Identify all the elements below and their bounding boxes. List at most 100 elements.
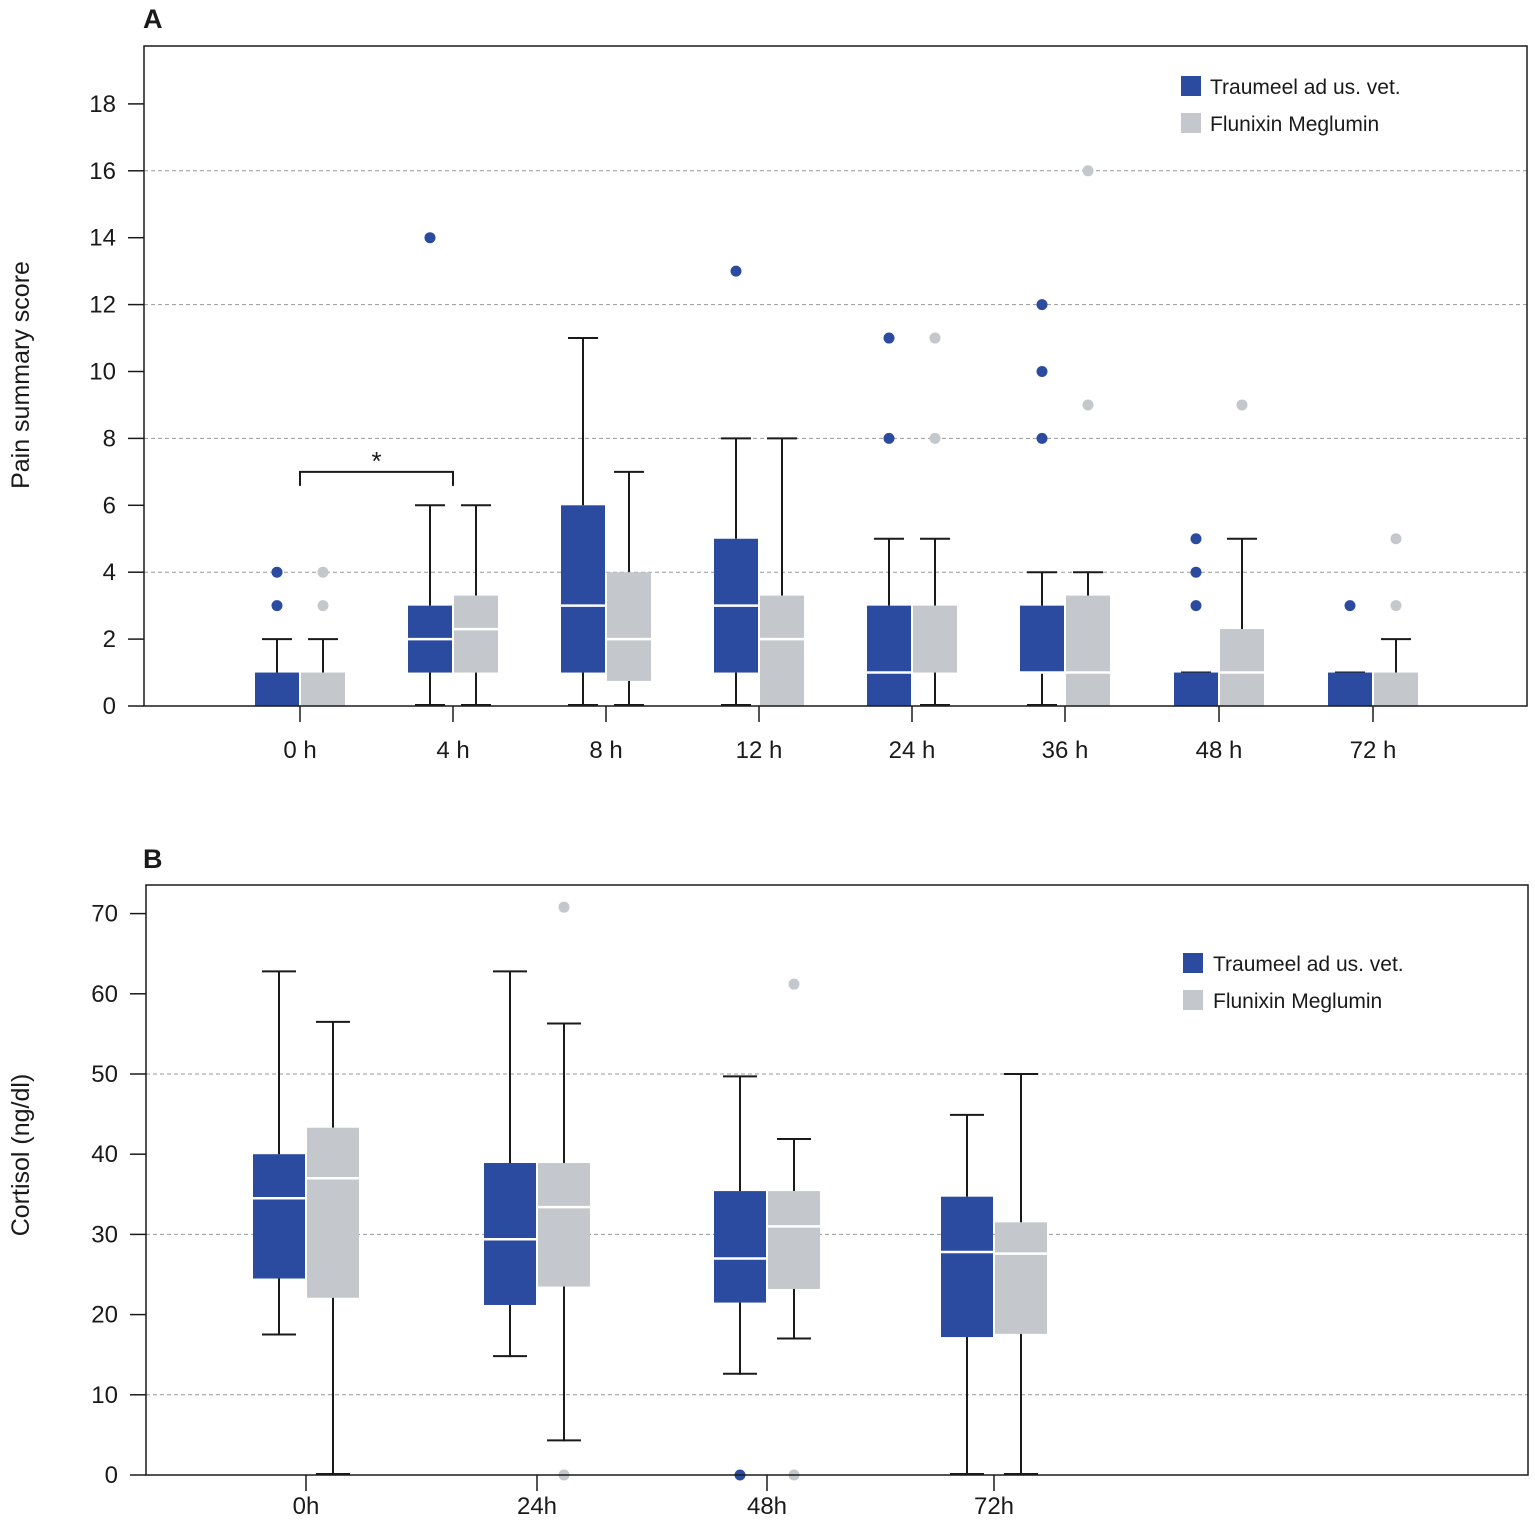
outlier-point <box>1036 432 1048 444</box>
x-tick-label-48-h: 48 h <box>1196 737 1243 764</box>
box-iqr <box>253 1154 305 1279</box>
box-iqr <box>301 672 345 706</box>
y-tick-label-4: 4 <box>103 559 116 586</box>
x-tick-label-24h: 24h <box>517 1493 557 1520</box>
x-tick-label-36-h: 36 h <box>1042 737 1089 764</box>
outlier-point <box>1036 366 1048 377</box>
outlier-point <box>788 978 800 990</box>
box-flunixin-72h <box>995 1073 1047 1475</box>
box-iqr <box>484 1163 536 1305</box>
box-iqr <box>538 1163 590 1287</box>
box-traumeel-36-h <box>1020 299 1064 706</box>
box-traumeel-24h <box>484 970 536 1358</box>
outlier-point <box>1390 600 1402 612</box>
outlier-point <box>1344 600 1356 612</box>
legend-label-traumeel: Traumeel ad us. vet. <box>1210 76 1401 99</box>
box-iqr <box>1174 672 1218 706</box>
panel-b: B Cortisol (ng/dl) 0 10 20 30 40 50 60 70 0h 24h… <box>7 844 1529 1520</box>
legend-swatch-traumeel <box>1181 76 1201 96</box>
outlier-point <box>271 600 283 612</box>
box-traumeel-48h <box>714 1075 766 1481</box>
box-iqr <box>307 1127 359 1298</box>
box-traumeel-48-h <box>1174 533 1218 706</box>
outlier-point <box>317 566 329 578</box>
legend-label-flunixin: Flunixin Meglumin <box>1213 990 1382 1013</box>
outlier-point <box>929 432 941 444</box>
outlier-point <box>1036 299 1048 311</box>
significance-label: * <box>371 446 381 476</box>
y-tick-label-50: 50 <box>91 1061 118 1088</box>
y-tick-label-40: 40 <box>91 1141 118 1168</box>
box-traumeel-4-h <box>408 232 452 706</box>
outlier-point <box>1236 399 1248 411</box>
y-tick-label-8: 8 <box>103 425 116 452</box>
box-iqr <box>561 505 605 673</box>
box-traumeel-72h <box>941 1113 993 1475</box>
box-traumeel-0-h <box>255 566 299 706</box>
panel-b-label: B <box>143 844 163 874</box>
box-traumeel-24-h <box>867 332 911 706</box>
significance-bracket <box>299 470 454 486</box>
y-tick-label-70: 70 <box>91 901 118 928</box>
box-flunixin-48h <box>768 978 820 1481</box>
outlier-point <box>317 600 329 612</box>
panel-b-y-axis-title: Cortisol (ng/dl) <box>7 1074 35 1237</box>
outlier-point <box>1390 533 1402 545</box>
box-flunixin-12-h <box>760 437 804 706</box>
x-tick-label-4-h: 4 h <box>436 737 469 764</box>
box-flunixin-72-h <box>1374 533 1418 706</box>
box-iqr <box>1220 629 1264 706</box>
panel-a-legend: Traumeel ad us. vet. Flunixin Meglumin <box>1181 76 1401 136</box>
outlier-point <box>883 332 895 344</box>
box-traumeel-0h <box>253 970 305 1336</box>
box-traumeel-8-h <box>561 337 605 706</box>
box-iqr <box>1374 672 1418 706</box>
y-tick-label-20: 20 <box>91 1302 118 1329</box>
panel-a-plot-frame <box>143 45 1528 707</box>
box-flunixin-48-h <box>1220 399 1264 706</box>
legend-swatch-flunixin <box>1181 113 1201 133</box>
y-tick-label-12: 12 <box>89 292 116 319</box>
y-tick-label-6: 6 <box>103 492 116 519</box>
box-iqr <box>913 605 957 673</box>
y-tick-label-14: 14 <box>89 225 116 252</box>
outlier-point <box>1190 533 1202 545</box>
box-iqr <box>607 572 651 681</box>
panel-b-plot-frame <box>145 884 1529 1476</box>
x-tick-label-0h: 0h <box>293 1493 320 1520</box>
outlier-point <box>883 432 895 444</box>
box-flunixin-0h <box>307 1020 359 1475</box>
box-flunixin-8-h <box>607 470 651 706</box>
legend-label-traumeel: Traumeel ad us. vet. <box>1213 953 1404 976</box>
y-tick-label-0: 0 <box>105 1462 118 1489</box>
legend-swatch-flunixin <box>1183 990 1203 1010</box>
y-tick-label-30: 30 <box>91 1221 118 1248</box>
box-traumeel-12-h <box>714 265 758 706</box>
box-flunixin-0-h <box>301 566 345 706</box>
x-tick-label-8-h: 8 h <box>589 737 622 764</box>
y-tick-label-10: 10 <box>91 1382 118 1409</box>
y-tick-label-60: 60 <box>91 981 118 1008</box>
box-iqr <box>1066 595 1110 706</box>
box-iqr <box>1020 605 1064 673</box>
box-flunixin-4-h <box>454 504 498 706</box>
y-tick-label-2: 2 <box>103 626 116 653</box>
x-tick-label-12-h: 12 h <box>736 737 783 764</box>
outlier-point <box>271 566 283 578</box>
box-flunixin-24h <box>538 901 590 1481</box>
x-tick-label-0-h: 0 h <box>283 737 316 764</box>
outlier-point <box>1082 399 1094 411</box>
outlier-point <box>1190 600 1202 612</box>
y-tick-label-16: 16 <box>89 158 116 185</box>
box-iqr <box>760 595 804 706</box>
x-tick-label-72h: 72h <box>974 1493 1014 1520</box>
outlier-point <box>424 232 436 244</box>
box-iqr <box>995 1222 1047 1334</box>
box-iqr <box>768 1191 820 1289</box>
y-tick-label-10: 10 <box>89 359 116 386</box>
box-flunixin-36-h <box>1066 165 1110 706</box>
y-tick-label-18: 18 <box>89 91 116 118</box>
x-tick-label-72-h: 72 h <box>1350 737 1397 764</box>
